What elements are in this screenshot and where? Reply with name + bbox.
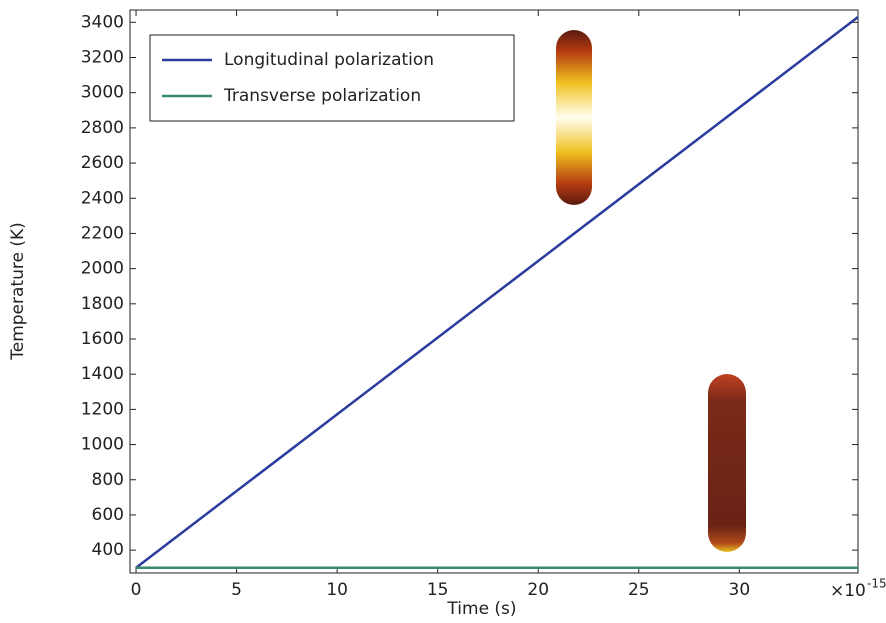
y-tick-label: 1400 [81, 364, 124, 384]
y-tick-label: 3200 [81, 48, 124, 68]
legend-label: Transverse polarization [223, 86, 421, 106]
y-tick-label: 2400 [81, 188, 124, 208]
y-tick-label: 2800 [81, 118, 124, 138]
y-tick-label: 2000 [81, 259, 124, 279]
x-multiplier-exponent: -15 [867, 577, 886, 591]
x-tick-label: 15 [427, 580, 449, 600]
x-tick-label: 20 [527, 580, 549, 600]
legend: Longitudinal polarization Transverse pola… [149, 34, 515, 122]
x-axis-label: Time (s) [446, 599, 516, 619]
x-tick-label: 25 [628, 580, 650, 600]
x-tick-label: 0 [131, 580, 142, 600]
rod-image [556, 30, 592, 205]
x-multiplier: ×10 [830, 581, 866, 601]
y-tick-label: 400 [92, 540, 124, 560]
y-tick-label: 600 [92, 505, 124, 525]
x-tick-label: 30 [729, 580, 751, 600]
x-tick-label: 5 [231, 580, 242, 600]
y-axis-label: Temperature (K) [8, 222, 28, 361]
y-tick-label: 1600 [81, 329, 124, 349]
plot-frame [129, 9, 859, 574]
y-tick-label: 3000 [81, 83, 124, 103]
legend-label: Longitudinal polarization [224, 50, 434, 70]
y-tick-label: 3400 [81, 12, 124, 32]
rod-image [708, 374, 746, 552]
y-tick-label: 2600 [81, 153, 124, 173]
x-tick-label: 10 [326, 580, 348, 600]
legend-box [149, 34, 515, 122]
y-tick-label: 1200 [81, 399, 124, 419]
y-tick-label: 800 [92, 470, 124, 490]
y-tick-label: 1000 [81, 435, 124, 455]
y-tick-label: 2200 [81, 223, 124, 243]
line-series [135, 16, 859, 569]
y-tick-label: 1800 [81, 294, 124, 314]
